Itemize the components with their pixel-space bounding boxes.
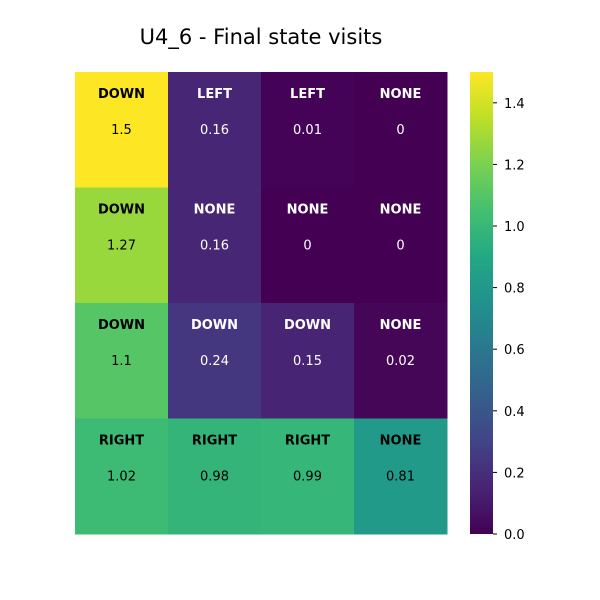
cell-value-label: 0.16 bbox=[200, 123, 229, 138]
cell-action-label: DOWN bbox=[98, 87, 145, 102]
colorbar-tick-label: 1.2 bbox=[504, 158, 525, 173]
cell-value-label: 0 bbox=[303, 239, 311, 254]
cell-action-label: NONE bbox=[380, 87, 422, 102]
heatmap-cell bbox=[75, 418, 169, 535]
heatmap-cell bbox=[75, 72, 169, 188]
cell-action-label: DOWN bbox=[98, 318, 145, 333]
cell-value-label: 0.24 bbox=[200, 354, 229, 369]
cell-action-label: DOWN bbox=[284, 318, 331, 333]
cell-value-label: 1.02 bbox=[107, 470, 136, 485]
heatmap-cell bbox=[168, 72, 262, 188]
cell-action-label: DOWN bbox=[98, 203, 145, 218]
cell-action-label: NONE bbox=[380, 318, 422, 333]
heatmap-cell bbox=[354, 303, 448, 419]
cell-action-label: NONE bbox=[380, 203, 422, 218]
cell-action-label: DOWN bbox=[191, 318, 238, 333]
colorbar-tick-label: 0.2 bbox=[504, 466, 525, 481]
heatmap-cell bbox=[354, 418, 448, 535]
heatmap-cell bbox=[168, 418, 262, 535]
cell-action-label: NONE bbox=[287, 203, 329, 218]
cell-action-label: LEFT bbox=[197, 87, 232, 102]
heatmap-cell bbox=[168, 303, 262, 419]
heatmap-cell bbox=[354, 187, 448, 304]
colorbar-tick-label: 0.4 bbox=[504, 405, 525, 420]
cell-value-label: 0.01 bbox=[293, 123, 322, 138]
cell-value-label: 0.16 bbox=[200, 239, 229, 254]
heatmap-cell bbox=[354, 72, 448, 188]
heatmap-cell bbox=[261, 303, 355, 419]
heatmap-grid: DOWN 1.5 LEFT 0.16 LEFT 0.01 NONE 0 DOWN 1.27 NONE… bbox=[75, 72, 448, 535]
cell-value-label: 1.5 bbox=[111, 123, 132, 138]
cell-action-label: NONE bbox=[194, 203, 236, 218]
cell-action-label: NONE bbox=[380, 434, 422, 449]
cell-action-label: LEFT bbox=[290, 87, 325, 102]
heatmap-cell bbox=[75, 187, 169, 304]
cell-value-label: 0 bbox=[396, 123, 404, 138]
cell-action-label: RIGHT bbox=[285, 434, 330, 449]
cell-value-label: 1.1 bbox=[111, 354, 132, 369]
cell-value-label: 0.98 bbox=[200, 470, 229, 485]
colorbar-gradient bbox=[470, 72, 493, 534]
cell-value-label: 0.81 bbox=[386, 470, 415, 485]
cell-value-label: 0 bbox=[396, 239, 404, 254]
colorbar: 0.0 0.2 0.4 0.6 0.8 1.0 1.2 1.4 bbox=[470, 72, 525, 543]
colorbar-tick-label: 1.0 bbox=[504, 220, 525, 235]
heatmap-cell bbox=[75, 303, 169, 419]
heatmap-cell bbox=[261, 418, 355, 535]
cell-value-label: 0.99 bbox=[293, 470, 322, 485]
cell-action-label: RIGHT bbox=[99, 434, 144, 449]
cell-value-label: 0.02 bbox=[386, 354, 415, 369]
colorbar-tick-label: 0.0 bbox=[504, 528, 525, 543]
heatmap-cell bbox=[261, 187, 355, 304]
colorbar-tick-label: 0.6 bbox=[504, 343, 525, 358]
cell-value-label: 0.15 bbox=[293, 354, 322, 369]
heatmap-cell bbox=[261, 72, 355, 188]
colorbar-tick-label: 0.8 bbox=[504, 282, 525, 297]
colorbar-tick-label: 1.4 bbox=[504, 97, 525, 112]
colorbar-ticks: 0.0 0.2 0.4 0.6 0.8 1.0 1.2 1.4 bbox=[493, 97, 525, 543]
heatmap-cell bbox=[168, 187, 262, 304]
chart-title: U4_6 - Final state visits bbox=[140, 25, 383, 50]
cell-value-label: 1.27 bbox=[107, 239, 136, 254]
cell-action-label: RIGHT bbox=[192, 434, 237, 449]
